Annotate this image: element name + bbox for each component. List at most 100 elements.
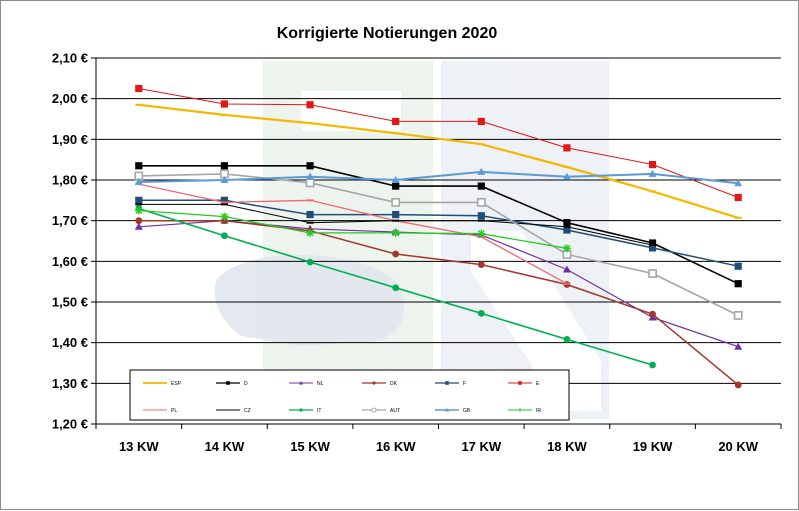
- y-tick-label: 2,10 €: [52, 51, 88, 66]
- data-point-dk: [135, 217, 143, 225]
- data-point-ir: [391, 228, 400, 237]
- y-tick-label: 1,30 €: [52, 376, 88, 391]
- x-tick-label: 20 KW: [718, 439, 758, 454]
- series-line-e: [138, 88, 739, 198]
- y-tick-label: 1,80 €: [52, 173, 88, 188]
- data-point-it: [563, 336, 571, 343]
- data-point-d: [220, 162, 229, 170]
- legend-marker-f: [445, 381, 449, 385]
- axes: [95, 58, 781, 425]
- data-point-gb: [220, 176, 229, 183]
- series-layer: [134, 84, 743, 389]
- y-axis-ticks: 1,20 € 1,30 € 1,40 € 1,50 € 1,60 € 1,70 € 1,80…: [52, 51, 96, 432]
- y-tick-label: 1,50 €: [52, 295, 88, 310]
- y-tick-label: 1,70 €: [52, 213, 88, 228]
- data-point-e: [648, 160, 657, 169]
- legend-item-dk: DK: [362, 381, 398, 387]
- data-point-f: [306, 210, 314, 219]
- series-line-d: [138, 165, 739, 285]
- legend-item-cz: CZ: [216, 408, 251, 414]
- series-line-dk: [138, 219, 739, 386]
- series-line-pl: [138, 183, 568, 285]
- data-point-it: [221, 232, 228, 240]
- legend-marker-gb: [445, 408, 449, 412]
- y-tick-label: 1,90 €: [52, 132, 88, 147]
- legend: ESP D NL DK F E PL CZ IT AUT GB IR: [129, 369, 570, 421]
- legend-item-gb: GB: [435, 408, 471, 414]
- legend-label-esp: ESP: [171, 381, 182, 387]
- x-tick-label: 13 KW: [119, 439, 159, 454]
- data-point-d: [392, 182, 400, 190]
- data-point-gb: [648, 169, 657, 177]
- series-d: [135, 162, 742, 288]
- legend-marker-ir: [518, 408, 522, 412]
- data-point-e: [135, 84, 143, 93]
- data-point-nl: [134, 222, 143, 230]
- series-line-ir: [138, 209, 568, 249]
- x-tick-label: 15 KW: [290, 439, 330, 454]
- data-point-gb: [562, 172, 571, 180]
- series-line-aut: [138, 173, 739, 317]
- series-cz: [135, 203, 657, 247]
- legend-marker-nl: [299, 381, 303, 385]
- data-point-f: [135, 196, 143, 204]
- data-point-f: [392, 210, 400, 219]
- legend-label-e: E: [536, 381, 540, 387]
- legend-marker-d: [226, 381, 230, 385]
- data-point-d: [306, 162, 314, 170]
- legend-marker-it: [299, 408, 303, 412]
- x-axis-ticks: 13 KW 14 KW 15 KW 16 KW 17 KW 18 KW 19 KW 20 KW: [95, 424, 782, 454]
- y-tick-label: 2,00 €: [52, 91, 88, 106]
- data-point-gb: [306, 172, 315, 180]
- legend-item-esp: ESP: [143, 381, 182, 387]
- legend-label-it: IT: [317, 408, 321, 414]
- data-point-e: [563, 144, 571, 152]
- series-line-gb: [138, 170, 739, 185]
- data-point-e: [220, 100, 229, 108]
- data-point-it: [306, 258, 314, 266]
- data-point-aut: [648, 269, 657, 278]
- series-aut: [134, 169, 743, 320]
- data-point-e: [477, 117, 485, 126]
- legend-item-nl: NL: [289, 381, 324, 387]
- legend-label-d: D: [244, 381, 248, 387]
- data-point-it: [477, 309, 485, 317]
- legend-marker-e: [518, 381, 522, 385]
- legend-label-ir: IR: [536, 408, 541, 414]
- legend-marker-dk: [372, 381, 376, 385]
- data-point-nl: [562, 265, 571, 273]
- data-point-aut: [305, 178, 315, 188]
- legend-item-e: E: [508, 381, 540, 387]
- data-point-f: [734, 262, 742, 270]
- chart-title: Korrigierte Notierungen 2020: [277, 25, 498, 42]
- data-point-gb: [734, 179, 743, 187]
- data-point-d: [135, 162, 143, 170]
- data-point-f: [220, 196, 229, 204]
- x-tick-label: 19 KW: [633, 439, 673, 454]
- legend-box: [129, 369, 570, 421]
- data-point-dk: [649, 310, 656, 318]
- data-point-f: [563, 226, 571, 234]
- data-point-it: [392, 284, 400, 292]
- series-esp: [135, 103, 742, 219]
- y-tick-label: 1,20 €: [52, 417, 88, 432]
- x-tick-label: 16 KW: [376, 439, 416, 454]
- legend-marker-aut: [371, 407, 377, 413]
- series-line-esp: [138, 103, 739, 219]
- legend-item-it: IT: [289, 408, 321, 414]
- data-point-gb: [134, 178, 143, 186]
- data-point-gb: [391, 176, 400, 183]
- legend-label-nl: NL: [317, 381, 324, 387]
- data-point-f: [648, 244, 657, 252]
- legend-label-f: F: [463, 381, 466, 387]
- legend-item-d: D: [216, 381, 248, 387]
- data-point-ir: [306, 228, 315, 237]
- legend-label-dk: DK: [390, 381, 398, 387]
- series-gb: [134, 167, 743, 187]
- x-tick-label: 18 KW: [547, 439, 587, 454]
- series-e: [135, 84, 742, 202]
- data-point-e: [734, 193, 742, 202]
- data-point-d: [734, 280, 742, 288]
- legend-item-pl: PL: [143, 408, 177, 414]
